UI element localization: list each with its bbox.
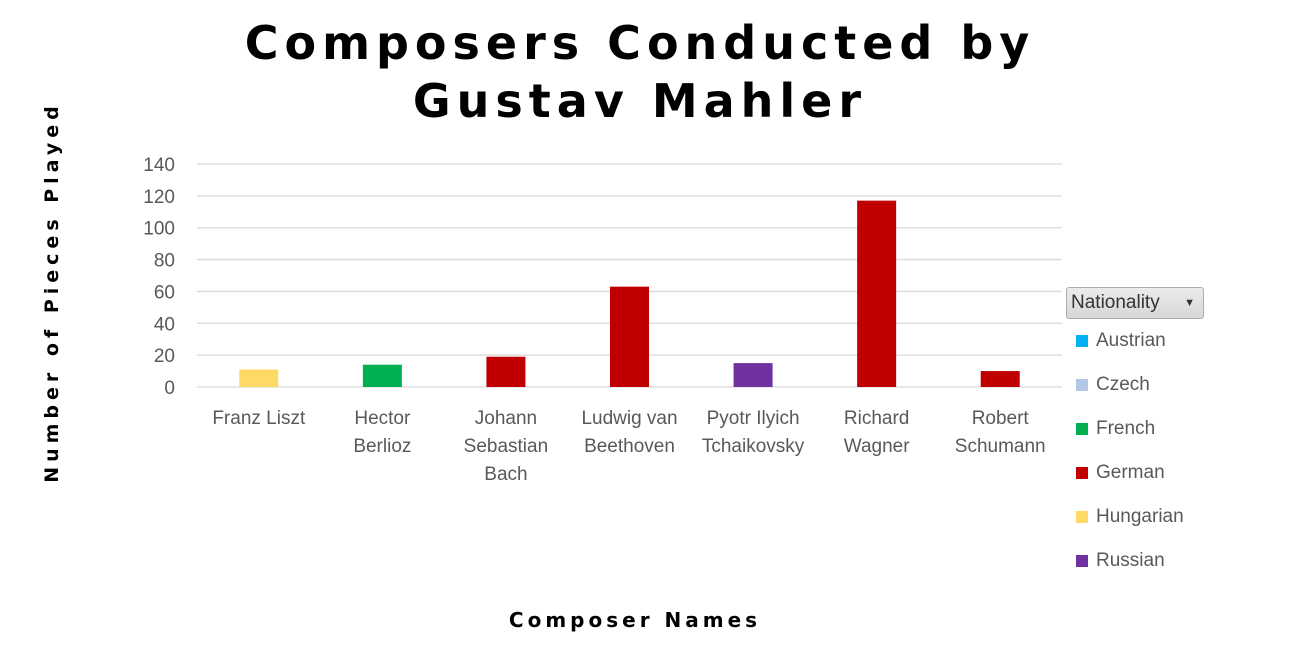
bars: [239, 200, 1020, 387]
legend-swatch: [1076, 335, 1088, 347]
x-axis-label: Composer Names: [508, 608, 762, 632]
y-tick-label: 20: [154, 346, 175, 367]
dropdown-arrow-icon: ▼: [1184, 297, 1195, 309]
bar-ludwig-van-beethoven[interactable]: [610, 286, 649, 387]
bar-pyotr-ilyich-tchaikovsky[interactable]: [733, 363, 773, 387]
legend-label: French: [1096, 418, 1156, 439]
y-tick-label: 100: [143, 219, 175, 240]
x-category-labels: Franz Liszt Hector Berlioz Johann Sebastian B…: [212, 408, 1045, 485]
y-tick-label: 60: [154, 282, 175, 303]
x-category-label: Pyotr Ilyich: [707, 408, 800, 429]
bar-johann-sebastian-bach[interactable]: [486, 356, 526, 387]
chart-title: Composers Conducted by Gustav Mahler: [244, 16, 1036, 128]
nationality-filter-button[interactable]: Nationality ▼: [1066, 287, 1204, 319]
y-tick-label: 120: [143, 187, 175, 208]
legend-item-austrian[interactable]: Austrian: [1066, 319, 1204, 363]
legend-label: Hungarian: [1096, 506, 1184, 527]
x-category-label: Beethoven: [584, 436, 675, 457]
legend-swatch: [1076, 379, 1088, 391]
x-category-label: Ludwig van: [581, 408, 677, 429]
legend-label: Russian: [1096, 550, 1165, 571]
x-category-label: Robert: [972, 408, 1030, 429]
x-category-label: Richard: [844, 408, 909, 429]
legend-item-russian[interactable]: Russian: [1066, 539, 1204, 583]
x-category-label: Franz Liszt: [212, 408, 306, 429]
x-category-label: Schumann: [955, 436, 1046, 457]
legend-items: Austrian Czech French German Hungarian Russia…: [1066, 319, 1204, 583]
legend-item-czech[interactable]: Czech: [1066, 363, 1204, 407]
legend-label: Austrian: [1096, 330, 1166, 351]
bar-franz-liszt[interactable]: [239, 369, 279, 387]
y-tick-labels: 0 20 40 60 80 100 120 140: [143, 155, 175, 399]
x-category-label: Bach: [484, 464, 527, 485]
legend-title: Nationality: [1071, 292, 1160, 313]
legend-item-french[interactable]: French: [1066, 407, 1204, 451]
y-tick-label: 40: [154, 314, 175, 335]
legend-label: German: [1096, 462, 1165, 483]
x-category-label: Tchaikovsky: [702, 436, 805, 457]
legend-swatch: [1076, 467, 1088, 479]
x-category-label: Johann: [475, 408, 537, 429]
bar-richard-wagner[interactable]: [857, 200, 897, 387]
bar-hector-berlioz[interactable]: [362, 364, 402, 387]
y-tick-label: 80: [154, 251, 175, 272]
legend: Nationality ▼ Austrian Czech French German H…: [1066, 287, 1204, 583]
x-category-label: Hector: [354, 408, 411, 429]
y-tick-label: 140: [143, 155, 175, 176]
legend-swatch: [1076, 423, 1088, 435]
legend-swatch: [1076, 555, 1088, 567]
legend-swatch: [1076, 511, 1088, 523]
x-category-label: Sebastian: [464, 436, 549, 457]
legend-label: Czech: [1096, 374, 1150, 395]
x-category-label: Wagner: [844, 436, 910, 457]
x-category-label: Berlioz: [353, 436, 411, 457]
bar-robert-schumann[interactable]: [980, 371, 1020, 387]
legend-item-german[interactable]: German: [1066, 451, 1204, 495]
legend-item-hungarian[interactable]: Hungarian: [1066, 495, 1204, 539]
y-tick-label: 0: [164, 378, 175, 399]
